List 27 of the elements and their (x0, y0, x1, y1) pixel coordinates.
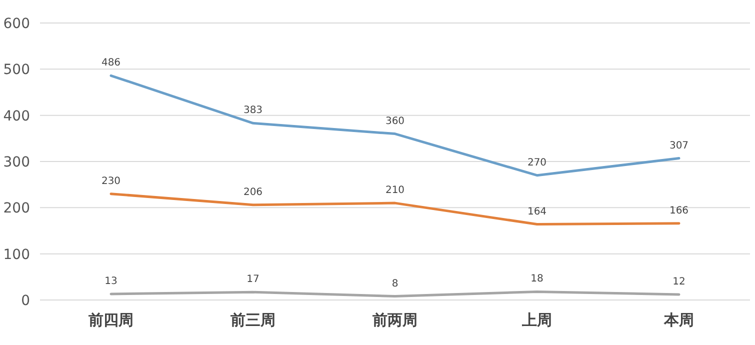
x-tick-label: 前三周 (230, 311, 276, 329)
data-label: 12 (672, 276, 686, 288)
data-label: 230 (101, 176, 121, 187)
y-tick-label: 400 (3, 108, 30, 124)
data-label: 8 (392, 278, 398, 290)
y-tick-label: 600 (3, 16, 30, 32)
x-tick-label: 前四周 (88, 311, 134, 329)
data-label: 383 (243, 105, 263, 116)
y-tick-label: 0 (21, 293, 30, 309)
x-tick-label: 前两周 (372, 311, 418, 329)
data-label: 270 (527, 157, 547, 168)
y-tick-label: 300 (3, 154, 30, 170)
y-tick-label: 200 (3, 200, 30, 217)
data-label: 17 (246, 274, 260, 286)
data-label: 18 (530, 274, 544, 285)
data-label: 307 (669, 140, 689, 152)
data-label: 164 (527, 206, 547, 218)
data-label: 206 (243, 186, 263, 198)
x-tick-label: 本周 (663, 311, 694, 329)
data-label: 486 (101, 58, 121, 69)
data-label: 360 (385, 116, 405, 127)
data-label: 210 (385, 185, 405, 196)
data-label: 13 (104, 276, 118, 287)
y-tick-label: 500 (3, 62, 30, 78)
data-label: 166 (669, 205, 689, 216)
y-tick-label: 100 (3, 246, 30, 263)
x-tick-label: 上周 (521, 311, 552, 329)
